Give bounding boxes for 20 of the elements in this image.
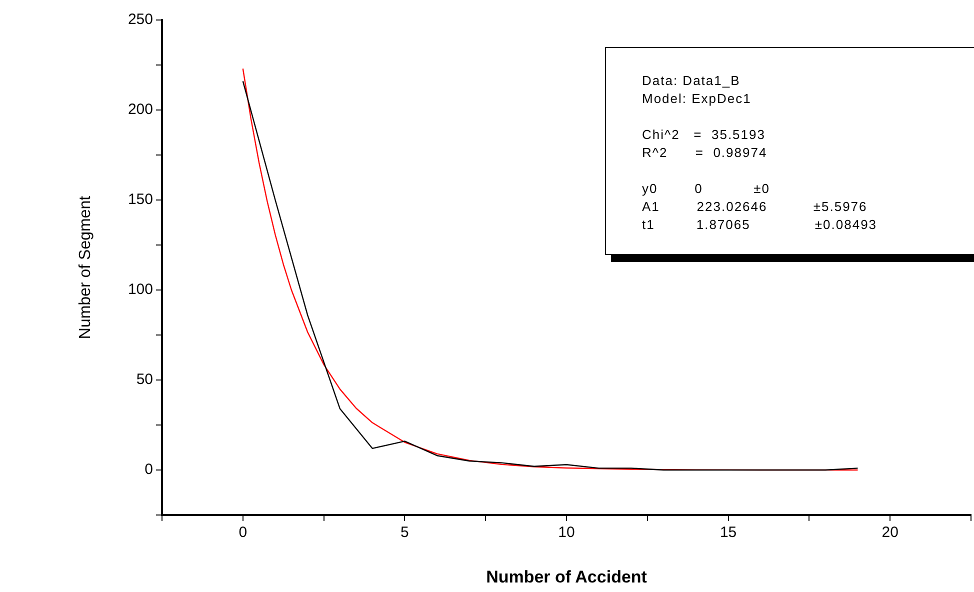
y-tick-label: 50 — [136, 371, 153, 388]
y-axis-title: Number of Segment — [77, 195, 94, 340]
annotation: Data: Data1_B — [642, 72, 742, 90]
y-tick-label: 100 — [128, 281, 153, 298]
annotation: Chi^2 = 35.5193 — [642, 126, 766, 144]
annotation: R^2 = 0.98974 — [642, 144, 768, 162]
y-tick-label: 250 — [128, 11, 153, 28]
x-tick-label: 0 — [238, 524, 248, 542]
x-tick-label: 15 — [720, 524, 737, 542]
x-tick-label: 20 — [882, 524, 898, 542]
annotation: A1 223.02646 ±5.5976 — [642, 198, 868, 216]
x-axis-title: Number of Accident — [486, 567, 648, 586]
y-tick-label: 150 — [128, 191, 153, 208]
annotation: Model: ExpDec1 — [642, 90, 752, 108]
annotation: y0 0 ±0 — [642, 180, 771, 198]
x-tick-label: 5 — [400, 524, 409, 542]
annotation: t1 1.87065 ±0.08493 — [642, 216, 878, 234]
x-tick-label: 10 — [558, 524, 575, 542]
y-tick-label: 200 — [128, 101, 153, 118]
y-tick-label: 0 — [144, 461, 153, 478]
